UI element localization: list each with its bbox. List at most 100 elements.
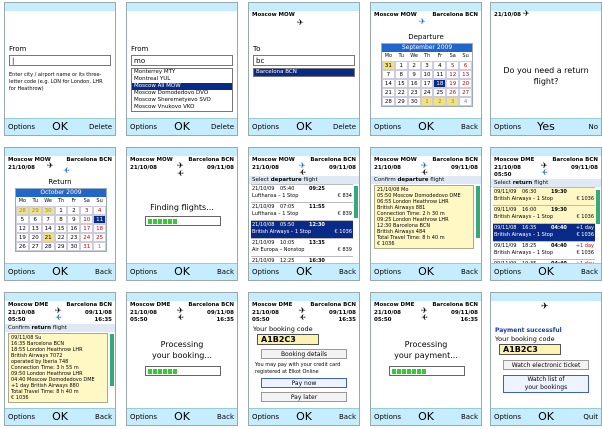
calendar-day[interactable]: 10 xyxy=(420,70,434,79)
calendar-day[interactable]: 25 xyxy=(433,88,447,97)
calendar-day[interactable]: 18 xyxy=(93,224,107,233)
calendar-day[interactable]: 7 xyxy=(382,70,395,79)
calendar-day[interactable]: 31 xyxy=(80,242,94,251)
calendar-day[interactable]: 13 xyxy=(459,70,473,79)
calendar-day[interactable]: 24 xyxy=(420,88,434,97)
options-softkey[interactable]: Options xyxy=(8,123,36,131)
calendar-day[interactable]: 15 xyxy=(394,79,408,88)
calendar-day[interactable]: 6 xyxy=(459,61,473,70)
calendar-day[interactable]: 28 xyxy=(382,97,395,106)
options-softkey[interactable]: Options xyxy=(374,268,402,276)
calendar-day[interactable]: 21 xyxy=(382,88,395,97)
calendar-day[interactable]: 26 xyxy=(16,242,29,251)
calendar-day[interactable]: 2 xyxy=(67,206,81,215)
calendar-day[interactable]: 13 xyxy=(28,224,42,233)
calendar-day[interactable]: 19 xyxy=(446,79,460,88)
calendar-day[interactable]: 20 xyxy=(28,233,42,242)
calendar-day[interactable]: 5 xyxy=(446,61,460,70)
calendar-day[interactable]: 27 xyxy=(459,88,473,97)
back-softkey[interactable]: Back xyxy=(217,268,234,276)
flight-row[interactable]: 09/11/09 16:00 19:30 British Airways – 1 St… xyxy=(493,205,595,223)
calendar-day[interactable]: 16 xyxy=(407,79,421,88)
options-softkey[interactable]: Options xyxy=(130,413,158,421)
options-softkey[interactable]: Options xyxy=(374,413,402,421)
ok-softkey[interactable]: OK xyxy=(418,265,434,278)
calendar-day[interactable]: 23 xyxy=(67,233,81,242)
scrollbar[interactable] xyxy=(476,186,480,238)
watch-ticket-button[interactable]: Watch electronic ticket xyxy=(503,360,589,370)
options-softkey[interactable]: Options xyxy=(252,123,280,131)
calendar-day[interactable]: 31 xyxy=(382,61,395,70)
calendar-day[interactable]: 27 xyxy=(28,242,42,251)
ok-softkey[interactable]: OK xyxy=(174,265,190,278)
calendar-day[interactable]: 1 xyxy=(93,242,107,251)
options-softkey[interactable]: Options xyxy=(130,123,158,131)
back-softkey[interactable]: Back xyxy=(461,123,478,131)
suggestion-item-selected[interactable]: Barcelona BCN xyxy=(254,69,354,76)
options-softkey[interactable]: Options xyxy=(8,413,36,421)
flight-row[interactable]: 21/10/08 05:50 12:30 British Airways – 1 St… xyxy=(251,220,353,238)
calendar-day[interactable]: 24 xyxy=(80,233,94,242)
scrollbar[interactable] xyxy=(354,186,358,218)
ok-softkey[interactable]: OK xyxy=(538,265,554,278)
delete-softkey[interactable]: Delete xyxy=(89,123,112,131)
calendar-day[interactable]: 30 xyxy=(67,242,81,251)
ok-softkey[interactable]: OK xyxy=(296,410,312,423)
flight-row[interactable]: 21/10/09 07:05 11:55 Lufthansa – 1 Stop € 83… xyxy=(251,202,353,220)
calendar-day[interactable]: 1 xyxy=(420,97,434,106)
back-softkey[interactable]: Back xyxy=(95,413,112,421)
yes-softkey[interactable]: Yes xyxy=(537,120,555,133)
from-input[interactable]: mo xyxy=(131,55,233,66)
options-softkey[interactable]: Options xyxy=(252,268,280,276)
calendar-day[interactable]: 16 xyxy=(67,224,81,233)
scrollbar[interactable] xyxy=(110,334,114,386)
flight-row[interactable]: 09/11/09 18:25 04:40 +1 day British Airways … xyxy=(493,241,595,259)
pay-now-button[interactable]: Pay now xyxy=(261,378,347,388)
calendar-day[interactable]: 30 xyxy=(41,206,55,215)
options-softkey[interactable]: Options xyxy=(252,413,280,421)
options-softkey[interactable]: Options xyxy=(8,268,36,276)
suggestion-item-selected[interactable]: Moscow All MOW xyxy=(132,83,232,90)
ok-softkey[interactable]: OK xyxy=(296,120,312,133)
calendar-day[interactable]: 3 xyxy=(420,61,434,70)
booking-details-button[interactable]: Booking details xyxy=(261,349,347,359)
options-softkey[interactable]: Options xyxy=(494,123,522,131)
calendar-day[interactable]: 14 xyxy=(382,79,395,88)
scrollbar[interactable] xyxy=(596,190,600,224)
calendar-day[interactable]: 4 xyxy=(459,97,473,106)
calendar-day[interactable]: 29 xyxy=(54,242,68,251)
from-input[interactable]: | xyxy=(9,55,111,66)
suggestion-item[interactable]: Monterrey MTY xyxy=(134,69,176,75)
calendar-day[interactable]: 10 xyxy=(80,215,94,224)
calendar-day[interactable]: 28 xyxy=(16,206,29,215)
calendar-day[interactable]: 9 xyxy=(407,70,421,79)
calendar-day[interactable]: 2 xyxy=(407,61,421,70)
calendar-day[interactable]: 29 xyxy=(28,206,42,215)
suggestion-item[interactable]: Moscow Sheremetyevo SVO xyxy=(134,97,211,103)
flight-row[interactable]: 09/11/08 16:35 04:40 +1 day British Airways … xyxy=(493,223,595,241)
calendar-day[interactable]: 8 xyxy=(394,70,408,79)
calendar-day[interactable]: 28 xyxy=(41,242,55,251)
back-softkey[interactable]: Back xyxy=(461,413,478,421)
calendar-day[interactable]: 3 xyxy=(80,206,94,215)
ok-softkey[interactable]: OK xyxy=(174,120,190,133)
flight-row[interactable]: 21/10/09 10:05 13:35 Air Europa – Nonstop € … xyxy=(251,238,353,256)
back-softkey[interactable]: Back xyxy=(339,413,356,421)
calendar-day[interactable]: 29 xyxy=(394,97,408,106)
suggestion-item[interactable]: Montreal YUL xyxy=(134,76,171,82)
flight-row[interactable]: 21/10/09 05:40 09:25 Lufthansa – 1 Stop € 83… xyxy=(251,184,353,202)
back-softkey[interactable]: Back xyxy=(95,268,112,276)
to-input[interactable]: bc xyxy=(253,55,355,66)
delete-softkey[interactable]: Delete xyxy=(211,123,234,131)
ok-softkey[interactable]: OK xyxy=(52,265,68,278)
calendar-day[interactable]: 22 xyxy=(54,233,68,242)
options-softkey[interactable]: Options xyxy=(130,268,158,276)
calendar-day[interactable]: 12 xyxy=(446,70,460,79)
no-softkey[interactable]: No xyxy=(588,123,598,131)
calendar-day[interactable]: 18 xyxy=(433,79,447,88)
delete-softkey[interactable]: Delete xyxy=(333,123,356,131)
suggestion-item[interactable]: Moscow Domodedovo DVO xyxy=(134,90,209,96)
calendar-day[interactable]: 30 xyxy=(407,97,421,106)
quit-softkey[interactable]: Quit xyxy=(583,413,598,421)
ok-softkey[interactable]: OK xyxy=(52,120,68,133)
